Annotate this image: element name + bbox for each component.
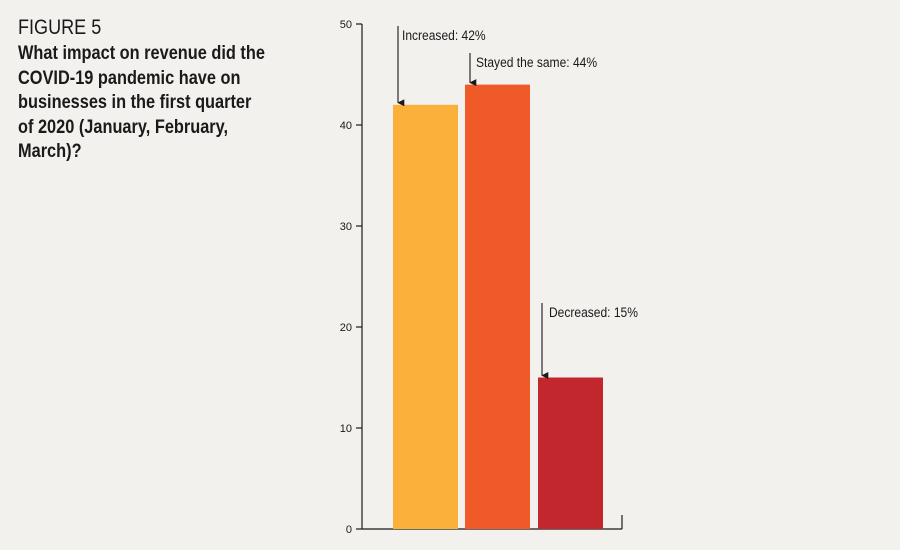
figure-label: FIGURE 5 xyxy=(18,16,102,39)
data-label-1: Increased: 42% xyxy=(402,27,486,43)
y-tick-label-40: 40 xyxy=(340,120,352,132)
data-label-2: Stayed the same: 44% xyxy=(476,54,597,70)
y-tick-label-50: 50 xyxy=(340,19,352,31)
y-tick-label-10: 10 xyxy=(340,423,352,435)
bar-decreased xyxy=(538,377,603,529)
y-tick-label-30: 30 xyxy=(340,221,352,233)
data-label-3: Decreased: 15% xyxy=(549,304,638,320)
bar-increased xyxy=(393,104,458,530)
y-tick-label-0: 0 xyxy=(346,524,352,536)
y-tick-label-20: 20 xyxy=(340,322,352,334)
bar-stayed-the-same xyxy=(465,84,530,529)
chart-title: What impact on revenue did the COVID-19 … xyxy=(18,43,265,162)
chart-header: FIGURE 5 What impact on revenue did the … xyxy=(18,16,298,165)
